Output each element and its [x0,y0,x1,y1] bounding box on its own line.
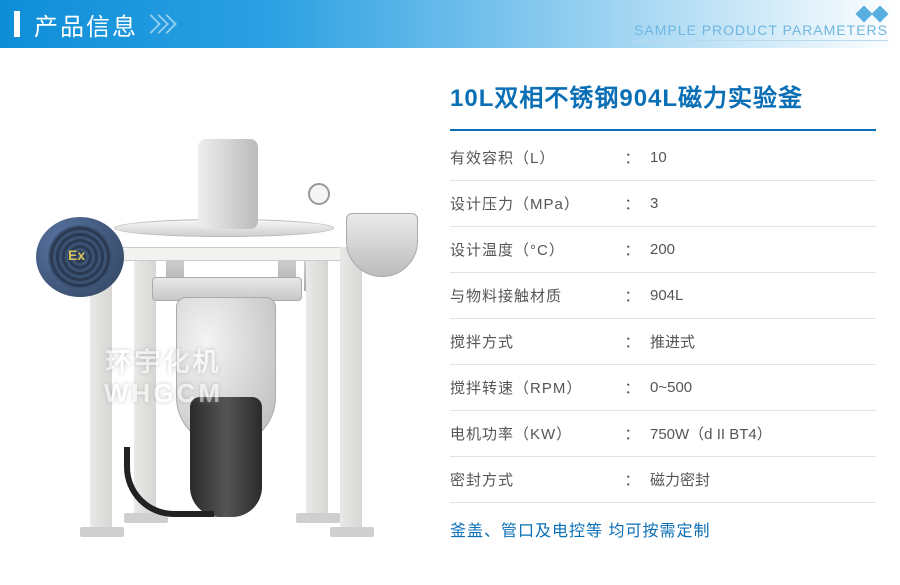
spec-row: 密封方式：磁力密封 [450,457,876,503]
watermark-text: 环宇化机WHGCM [104,347,223,409]
spec-value: 200 [644,241,876,258]
spec-colon: ： [620,147,644,168]
spec-colon: ： [620,331,644,352]
spec-value: 10 [644,149,876,166]
spec-value: 磁力密封 [644,469,876,490]
header-title: 产品信息 [34,7,138,42]
spec-label: 设计压力（MPa） [450,193,620,214]
header-right: SAMPLE PRODUCT PARAMETERS [634,8,888,41]
spec-label: 有效容积（L） [450,147,620,168]
spec-label: 搅拌转速（RPM） [450,377,620,398]
spec-label: 电机功率（KW） [450,423,620,444]
explosion-proof-badge: Ex [68,247,85,263]
spec-label: 与物料接触材质 [450,285,620,306]
spec-panel: 10L双相不锈钢904L磁力实验釜 有效容积（L）：10设计压力（MPa）：3设… [450,72,876,562]
spec-label: 设计温度（°C） [450,239,620,260]
spec-value: 750W（d II BT4） [644,423,876,444]
spec-label: 密封方式 [450,469,620,490]
content-area: Ex 环宇化机WHGCM 10L双相不锈钢904L磁力实验釜 有效容积（L）：1… [0,48,900,562]
header-left: 产品信息 [0,0,138,48]
spec-colon: ： [620,239,644,260]
header-bar: 产品信息 SAMPLE PRODUCT PARAMETERS [0,0,900,48]
product-title: 10L双相不锈钢904L磁力实验釜 [450,78,876,131]
spec-row: 设计压力（MPa）：3 [450,181,876,227]
header-chevrons-icon [150,17,174,31]
spec-list: 有效容积（L）：10设计压力（MPa）：3设计温度（°C）：200与物料接触材质… [450,135,876,503]
product-image: Ex 环宇化机WHGCM [14,72,434,562]
spec-row: 与物料接触材质：904L [450,273,876,319]
spec-value: 904L [644,287,876,304]
spec-value: 3 [644,195,876,212]
spec-value: 0~500 [644,379,876,396]
spec-row: 搅拌方式：推进式 [450,319,876,365]
spec-colon: ： [620,377,644,398]
spec-colon: ： [620,469,644,490]
spec-row: 设计温度（°C）：200 [450,227,876,273]
spec-row: 有效容积（L）：10 [450,135,876,181]
spec-row: 电机功率（KW）：750W（d II BT4） [450,411,876,457]
customization-note: 釜盖、管口及电控等 均可按需定制 [450,503,876,541]
spec-label: 搅拌方式 [450,331,620,352]
spec-row: 搅拌转速（RPM）：0~500 [450,365,876,411]
spec-value: 推进式 [644,331,876,352]
machine-illustration: Ex 环宇化机WHGCM [44,97,404,537]
diamond-decor-icon [634,8,886,20]
pressure-gauge-icon [308,183,330,205]
spec-colon: ： [620,285,644,306]
header-accent-bar [14,11,20,37]
spec-colon: ： [620,193,644,214]
spec-colon: ： [620,423,644,444]
header-subtitle: SAMPLE PRODUCT PARAMETERS [634,22,888,41]
funnel-icon [346,213,418,277]
